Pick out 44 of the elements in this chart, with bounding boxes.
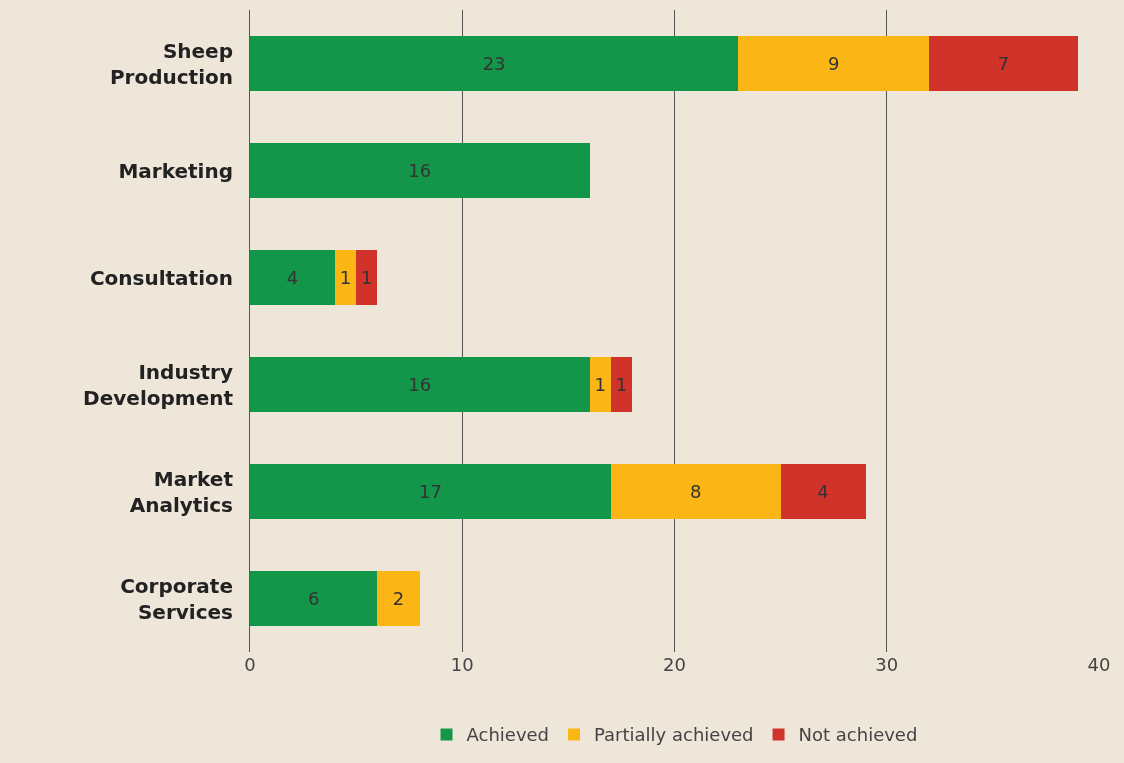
data-label: 1 [361, 267, 373, 288]
data-label: 16 [408, 374, 432, 395]
data-label: 8 [690, 481, 702, 502]
y-tick-label: Industry Development [83, 359, 234, 410]
y-tick-label: Sheep Production [109, 38, 233, 89]
x-tick-label: 10 [450, 654, 474, 675]
legend-label: Partially achieved [594, 724, 754, 746]
x-tick-label: 0 [244, 654, 256, 675]
data-label: 23 [482, 53, 506, 74]
data-label: 1 [339, 267, 352, 288]
legend-label: Not achieved [798, 724, 918, 746]
data-label: 4 [286, 267, 299, 288]
bar [250, 463, 611, 520]
y-tick-label: Consultation [89, 265, 233, 290]
bar [356, 249, 378, 306]
data-label: 2 [392, 588, 405, 609]
data-label: 6 [307, 588, 320, 609]
bar [929, 35, 1078, 92]
data-label: 16 [408, 160, 432, 181]
data-label: 1 [594, 374, 606, 395]
bar [250, 356, 590, 413]
data-label: 4 [817, 481, 829, 502]
bar [377, 570, 420, 627]
data-label: 17 [418, 481, 442, 502]
y-tick-label: Marketing [118, 158, 233, 183]
bar [589, 356, 611, 413]
x-tick-label: 40 [1087, 654, 1111, 675]
bar [250, 142, 590, 199]
y-tick-label: Corporate Services [120, 573, 233, 624]
x-tick-label: 20 [663, 654, 686, 675]
bar [334, 249, 357, 306]
bar [250, 35, 739, 92]
data-label: 7 [997, 53, 1010, 74]
data-label: 1 [615, 374, 628, 395]
bar [738, 35, 930, 92]
bar [250, 249, 335, 306]
bar [780, 463, 866, 520]
bar [610, 463, 781, 520]
legend-label: Achieved [466, 724, 550, 746]
y-tick-label: Market Analytics [129, 466, 234, 517]
bar [250, 570, 378, 627]
bar [610, 356, 633, 413]
x-tick-label: 30 [875, 654, 899, 675]
data-label: 9 [827, 53, 840, 74]
